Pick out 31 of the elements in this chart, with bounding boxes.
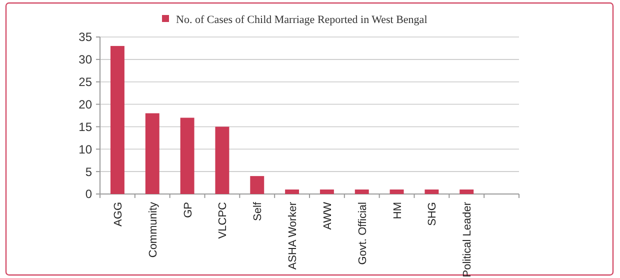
y-tick-label: 20 <box>78 97 92 112</box>
bar <box>180 118 194 194</box>
bar <box>390 190 404 194</box>
bar <box>250 176 264 194</box>
y-tick-label: 5 <box>85 164 92 179</box>
y-tick-label: 30 <box>78 52 92 67</box>
x-tick-label: Self <box>252 201 264 221</box>
bar <box>460 190 474 194</box>
bar <box>285 190 300 194</box>
y-tick-label: 10 <box>78 142 92 156</box>
y-tick-label: 0 <box>85 187 92 202</box>
x-tick-label: Political Leader <box>462 202 474 278</box>
x-tick-label: Community <box>147 202 160 258</box>
x-tick-label: ASHA Worker <box>287 202 300 270</box>
x-tick-label: VLCPC <box>217 202 230 239</box>
y-tick-label: 35 <box>78 30 92 44</box>
x-tick-label: AGG <box>112 202 124 226</box>
bar <box>354 190 369 194</box>
bar <box>110 46 124 194</box>
bar <box>424 190 439 194</box>
y-tick-label: 25 <box>78 75 92 90</box>
x-tick-label: Govt. Official <box>356 202 369 265</box>
x-tick-label: HM <box>392 202 404 220</box>
bar <box>320 190 334 194</box>
x-tick-label: AWW <box>322 201 334 230</box>
bar <box>145 113 160 194</box>
bar <box>215 126 230 194</box>
x-tick-label: SHG <box>426 202 439 226</box>
legend-label: No. of Cases of Child Marriage Reported in West Bengal <box>176 14 428 26</box>
x-tick-label: GP <box>182 202 194 218</box>
y-tick-label: 15 <box>78 120 92 134</box>
